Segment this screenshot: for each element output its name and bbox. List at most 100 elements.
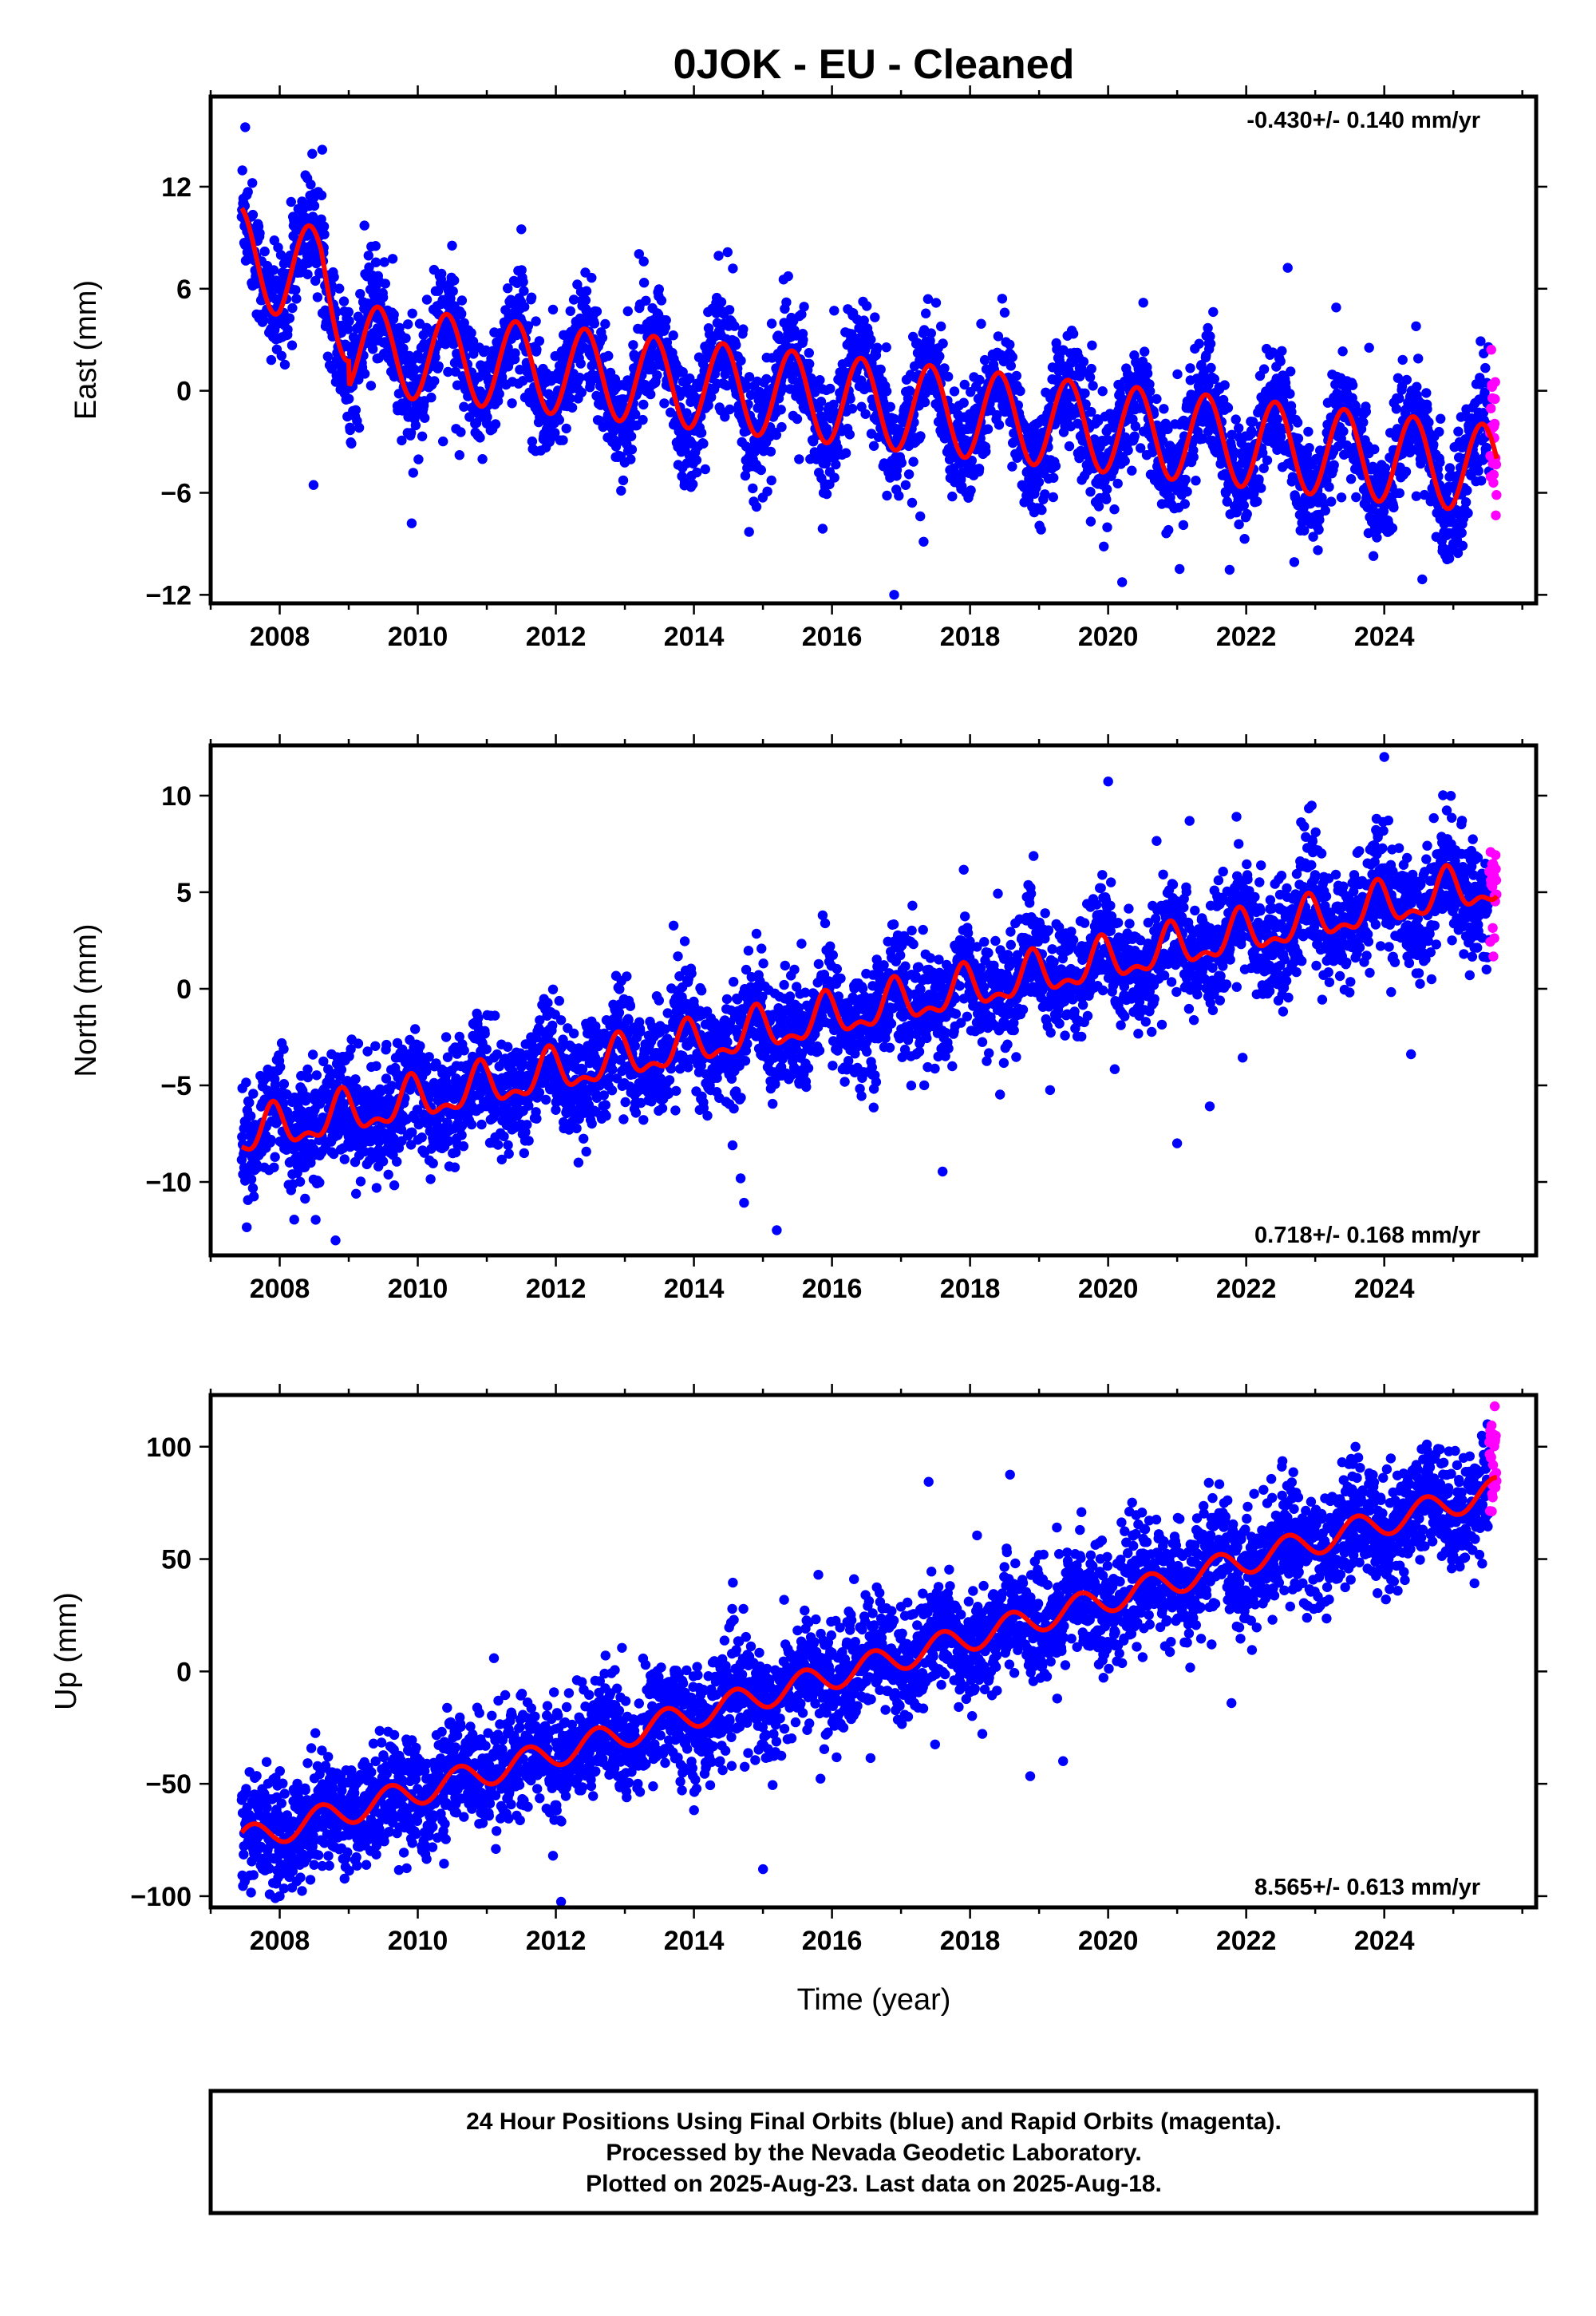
final-orbit-point: [817, 524, 828, 534]
final-orbit-point: [868, 441, 879, 451]
x-tick-label: 2012: [526, 622, 587, 652]
final-orbit-point: [401, 333, 411, 343]
final-orbit-point: [503, 1140, 513, 1151]
final-orbit-point: [1163, 524, 1174, 536]
final-orbit-point: [776, 405, 786, 415]
final-orbit-point: [1391, 404, 1402, 414]
final-orbit-point: [630, 409, 641, 420]
final-orbit-point: [279, 1079, 290, 1089]
rapid-orbit-point: [1490, 393, 1500, 405]
final-orbit-point: [1254, 474, 1264, 484]
final-orbit-point: [618, 475, 629, 486]
final-orbit-point: [456, 427, 466, 437]
final-orbit-point: [492, 1140, 504, 1150]
final-orbit-point: [575, 358, 586, 369]
final-orbit-point: [600, 318, 610, 330]
final-orbit-point: [804, 348, 814, 358]
final-orbit-point: [1289, 557, 1300, 567]
final-orbit-point: [815, 375, 825, 385]
final-orbit-point: [762, 486, 772, 496]
final-orbit-point: [1389, 502, 1399, 513]
final-orbit-point: [351, 1188, 361, 1199]
final-orbit-point: [1329, 460, 1339, 470]
final-orbit-point: [816, 397, 827, 407]
final-orbit-point: [481, 1044, 492, 1055]
final-orbit-point: [1320, 505, 1331, 516]
final-orbit-point: [1421, 388, 1432, 398]
final-orbit-point: [554, 415, 564, 425]
final-orbit-point: [831, 459, 841, 470]
final-orbit-point: [716, 297, 727, 307]
final-orbit-point: [744, 527, 754, 537]
final-orbit-point: [641, 295, 651, 306]
final-orbit-point: [585, 377, 596, 389]
final-orbit-point: [318, 221, 330, 231]
final-orbit-point: [1099, 541, 1109, 551]
final-orbit-point: [510, 348, 520, 358]
final-orbit-point: [938, 338, 948, 349]
final-orbit-point: [476, 1119, 487, 1130]
final-orbit-point: [1182, 486, 1192, 497]
final-orbit-point: [771, 429, 782, 441]
final-orbit-point: [310, 1215, 321, 1225]
final-orbit-point: [994, 420, 1005, 430]
final-orbit-point: [1313, 545, 1323, 555]
final-orbit-point: [279, 359, 290, 370]
final-orbit-point: [425, 1174, 436, 1184]
final-orbit-point: [353, 1038, 364, 1049]
final-orbit-point: [561, 423, 571, 434]
final-orbit-point: [466, 1119, 477, 1130]
final-orbit-point: [1140, 346, 1150, 357]
final-orbit-point: [783, 271, 793, 282]
final-orbit-point: [429, 376, 440, 386]
final-orbit-point: [515, 365, 525, 375]
final-orbit-point: [947, 491, 958, 502]
final-orbit-point: [300, 1193, 310, 1204]
final-orbit-point: [286, 340, 298, 350]
final-orbit-point: [1277, 346, 1287, 356]
final-orbit-point: [810, 387, 820, 397]
final-orbit-point: [247, 1183, 259, 1193]
final-orbit-point: [547, 304, 559, 315]
final-orbit-point: [490, 419, 501, 429]
final-orbit-point: [829, 472, 839, 483]
final-orbit-point: [342, 324, 354, 334]
final-orbit-point: [731, 340, 741, 350]
final-orbit-point: [247, 178, 258, 188]
final-orbit-point: [870, 312, 880, 322]
final-orbit-point: [550, 428, 560, 438]
final-orbit-point: [1314, 524, 1324, 535]
final-orbit-point: [1138, 298, 1148, 308]
final-orbit-point: [459, 401, 469, 412]
final-orbit-point: [287, 302, 298, 314]
final-orbit-point: [314, 1177, 325, 1188]
final-orbit-point: [1037, 504, 1047, 516]
rapid-orbit-point: [1490, 377, 1500, 387]
final-orbit-point: [1417, 574, 1428, 585]
final-orbit-point: [273, 242, 283, 253]
final-orbit-point: [490, 1010, 500, 1021]
final-orbit-point: [1180, 474, 1191, 485]
final-orbit-point: [1304, 443, 1314, 453]
final-orbit-point: [1088, 381, 1098, 391]
final-orbit-point: [1050, 460, 1061, 472]
final-orbit-point: [466, 328, 476, 338]
final-orbit-point: [713, 251, 724, 261]
final-orbit-point: [387, 254, 398, 264]
final-orbit-point: [286, 196, 296, 207]
final-orbit-point: [1345, 474, 1357, 484]
final-orbit-point: [840, 448, 851, 458]
rapid-orbit-point: [1491, 510, 1501, 520]
final-orbit-point: [403, 319, 413, 330]
final-orbit-point: [934, 351, 945, 362]
final-orbit-point: [344, 393, 354, 404]
final-orbit-point: [1097, 386, 1108, 397]
final-orbit-point: [389, 310, 399, 320]
final-orbit-point: [276, 350, 286, 361]
final-orbit-point: [468, 336, 479, 346]
final-orbit-point: [894, 491, 904, 501]
final-orbit-point: [389, 1180, 400, 1191]
final-orbit-point: [1234, 423, 1244, 433]
final-orbit-point: [1123, 445, 1133, 456]
rapid-orbit-point: [1491, 490, 1502, 500]
